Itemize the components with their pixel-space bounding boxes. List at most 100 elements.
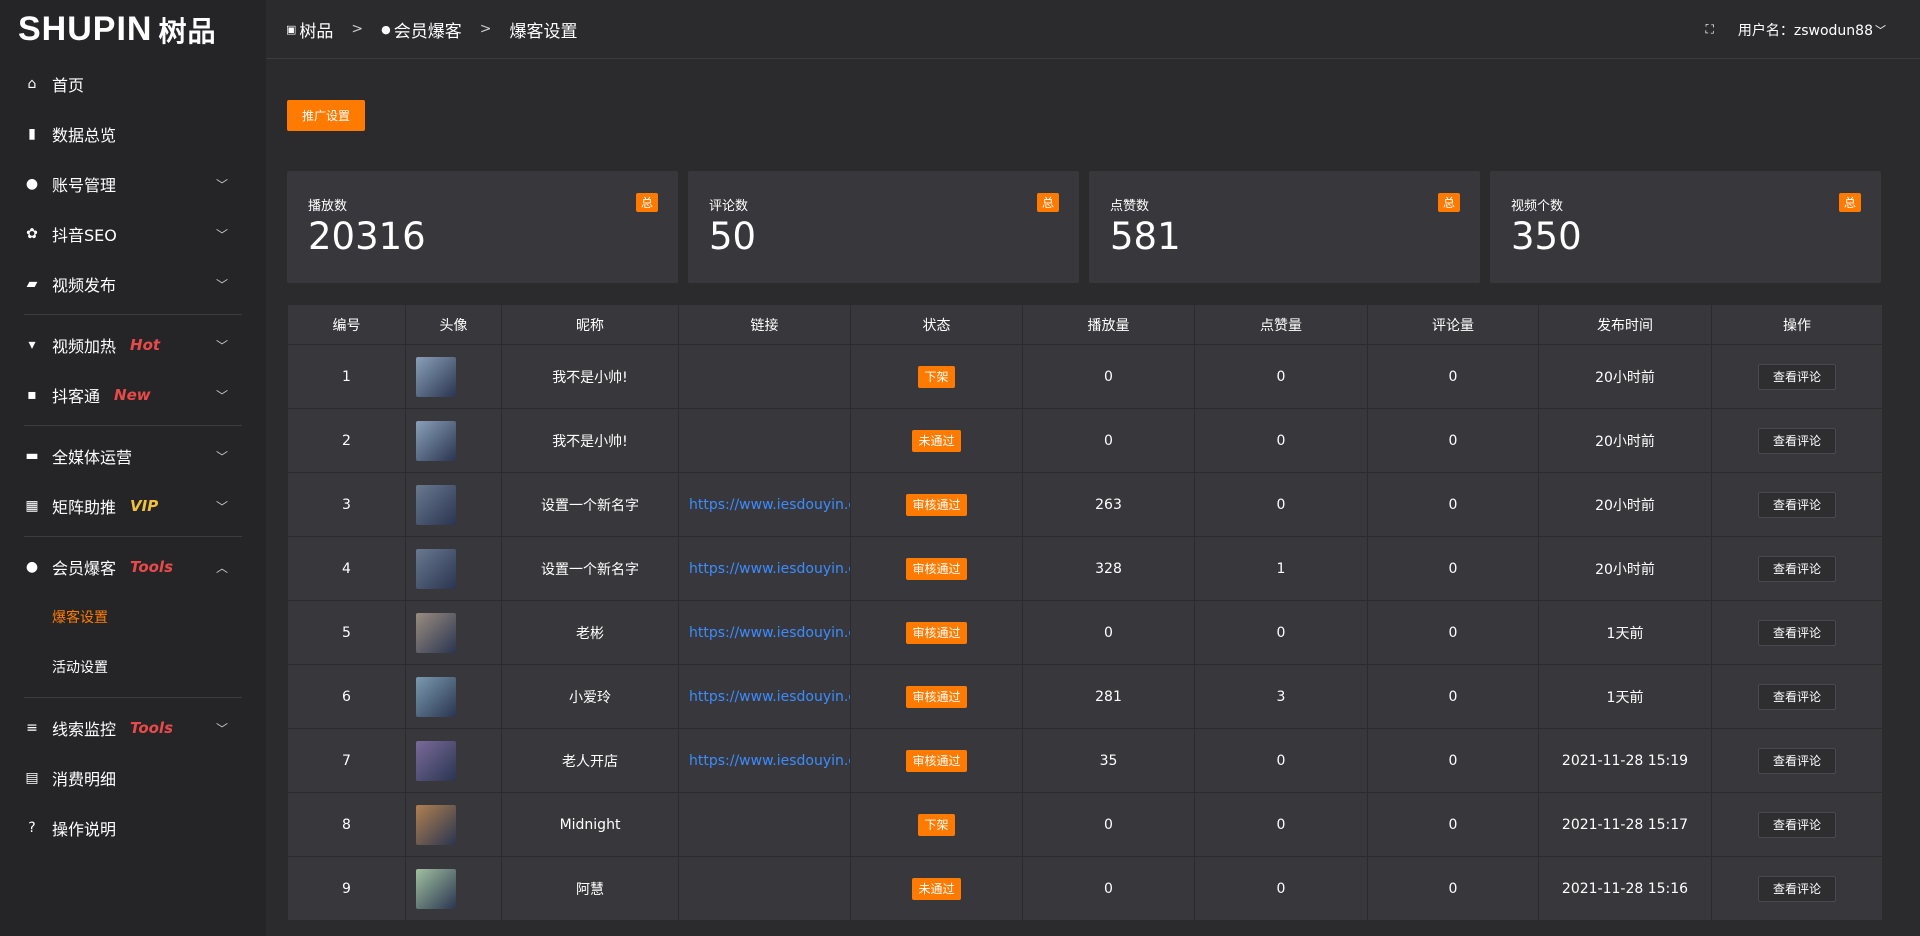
likes: 0 bbox=[1194, 792, 1368, 857]
view-comments-button[interactable]: 查看评论 bbox=[1757, 684, 1836, 710]
video-link[interactable]: https://www.iesdouyin.c bbox=[689, 688, 850, 705]
breadcrumb-member-label: 会员爆客 bbox=[393, 21, 462, 42]
avatar[interactable] bbox=[416, 420, 456, 461]
sidebar-item[interactable]: ▮ 数据总览 bbox=[0, 109, 266, 159]
promo-settings-button[interactable]: 推广设置 bbox=[287, 100, 365, 131]
view-comments-button[interactable]: 查看评论 bbox=[1757, 428, 1836, 454]
link-cell: https://www.iesdouyin.c bbox=[678, 472, 851, 537]
stat-label: 播放数 bbox=[308, 199, 348, 214]
logo[interactable]: SHUPIN 树品 bbox=[0, 0, 266, 59]
user-icon: ● bbox=[381, 22, 391, 36]
sidebar-item[interactable]: ⌂ 首页 bbox=[0, 59, 266, 109]
column-header: 状态 bbox=[850, 304, 1023, 345]
publish-time: 20小时前 bbox=[1538, 408, 1712, 473]
table-row: 7 老人开店 https://www.iesdouyin.c 审核通过 35 0… bbox=[287, 728, 1883, 793]
avatar[interactable] bbox=[416, 548, 456, 589]
divider bbox=[24, 697, 242, 698]
status-cell: 审核通过 bbox=[850, 664, 1023, 729]
total-badge: 总 bbox=[1437, 193, 1460, 212]
view-comments-button[interactable]: 查看评论 bbox=[1757, 492, 1836, 518]
avatar[interactable] bbox=[416, 676, 456, 717]
nickname: 我不是小帅! bbox=[501, 408, 679, 473]
action-cell: 查看评论 bbox=[1711, 792, 1883, 857]
action-cell: 查看评论 bbox=[1711, 856, 1883, 921]
sidebar-item[interactable]: ✿ 抖音SEO ﹀ bbox=[0, 209, 266, 259]
fullscreen-icon[interactable]: ⛶ bbox=[1705, 22, 1714, 36]
sidebar-item[interactable]: ▾ 视频加热 Hot ﹀ bbox=[0, 320, 266, 370]
breadcrumb-separator: > bbox=[351, 21, 364, 37]
row-id: 4 bbox=[287, 536, 406, 601]
view-comments-button[interactable]: 查看评论 bbox=[1757, 812, 1836, 838]
avatar[interactable] bbox=[416, 740, 456, 781]
sidebar-item[interactable]: ? 操作说明 bbox=[0, 803, 266, 853]
chevron-down-icon[interactable]: ﹀ bbox=[1875, 23, 1886, 37]
nickname: 阿慧 bbox=[501, 856, 679, 921]
table-row: 4 设置一个新名字 https://www.iesdouyin.c 审核通过 3… bbox=[287, 536, 1883, 601]
video-link[interactable]: https://www.iesdouyin.c bbox=[689, 752, 850, 769]
publish-time: 2021-11-28 15:19 bbox=[1538, 728, 1712, 793]
plays: 0 bbox=[1022, 856, 1195, 921]
breadcrumb-member[interactable]: ● 会员爆客 bbox=[381, 17, 462, 42]
avatar[interactable] bbox=[416, 484, 456, 525]
status-cell: 审核通过 bbox=[850, 472, 1023, 537]
video-link[interactable]: https://www.iesdouyin.c bbox=[689, 496, 850, 513]
row-id: 5 bbox=[287, 600, 406, 665]
divider bbox=[24, 536, 242, 537]
avatar[interactable] bbox=[416, 868, 456, 909]
stat-label: 评论数 bbox=[709, 199, 749, 214]
sidebar-item[interactable]: ▦ 矩阵助推 VIP ﹀ bbox=[0, 481, 266, 531]
user-menu[interactable]: 用户名：zswodun88 bbox=[1737, 22, 1873, 39]
status-badge: 审核通过 bbox=[906, 750, 967, 772]
sidebar-item[interactable]: ▰ 视频发布 ﹀ bbox=[0, 259, 266, 309]
view-comments-button[interactable]: 查看评论 bbox=[1757, 748, 1836, 774]
nickname: 设置一个新名字 bbox=[501, 472, 679, 537]
chevron-icon: ﹀ bbox=[215, 227, 228, 242]
video-link[interactable]: https://www.iesdouyin.c bbox=[689, 560, 850, 577]
sidebar-item[interactable]: ● 账号管理 ﹀ bbox=[0, 159, 266, 209]
action-cell: 查看评论 bbox=[1711, 600, 1883, 665]
likes: 1 bbox=[1194, 536, 1368, 601]
comments: 0 bbox=[1367, 600, 1539, 665]
stat-label: 点赞数 bbox=[1110, 199, 1150, 214]
link-cell: https://www.iesdouyin.c bbox=[678, 728, 851, 793]
sidebar-item[interactable]: ▤ 消费明细 bbox=[0, 753, 266, 803]
sidebar-subitem[interactable]: 爆客设置 bbox=[52, 610, 108, 626]
view-comments-button[interactable]: 查看评论 bbox=[1757, 620, 1836, 646]
video-link[interactable]: https://www.iesdouyin.c bbox=[689, 624, 850, 641]
sidebar-item[interactable]: ▬ 全媒体运营 ﹀ bbox=[0, 431, 266, 481]
avatar[interactable] bbox=[416, 356, 456, 397]
stat-card: 评论数 50 总 bbox=[688, 171, 1079, 283]
divider bbox=[24, 425, 242, 426]
status-cell: 审核通过 bbox=[850, 536, 1023, 601]
receipt-icon: ▤ bbox=[25, 770, 39, 786]
publish-time: 20小时前 bbox=[1538, 472, 1712, 537]
status-badge: 审核通过 bbox=[906, 494, 967, 516]
sidebar-item[interactable]: ● 会员爆客 Tools ︿ bbox=[0, 542, 266, 592]
sidebar-tag: Tools bbox=[130, 719, 173, 737]
breadcrumb-home[interactable]: ▣ 树品 bbox=[286, 17, 333, 42]
total-badge: 总 bbox=[1036, 193, 1059, 212]
action-cell: 查看评论 bbox=[1711, 408, 1883, 473]
table-row: 8 Midnight 下架 0 0 0 2021-11-28 15:17 查看评… bbox=[287, 792, 1883, 857]
stat-value: 50 bbox=[709, 215, 757, 258]
avatar-cell bbox=[405, 472, 502, 537]
view-comments-button[interactable]: 查看评论 bbox=[1757, 556, 1836, 582]
publish-time: 1天前 bbox=[1538, 664, 1712, 729]
nickname: 小爱玲 bbox=[501, 664, 679, 729]
total-badge: 总 bbox=[635, 193, 658, 212]
breadcrumb-home-label: 树品 bbox=[299, 21, 334, 42]
comments: 0 bbox=[1367, 792, 1539, 857]
avatar[interactable] bbox=[416, 612, 456, 653]
sidebar-item[interactable]: ▪ 抖客通 New ﹀ bbox=[0, 370, 266, 420]
publish-time: 2021-11-28 15:16 bbox=[1538, 856, 1712, 921]
view-comments-button[interactable]: 查看评论 bbox=[1757, 876, 1836, 902]
view-comments-button[interactable]: 查看评论 bbox=[1757, 364, 1836, 390]
avatar-cell bbox=[405, 408, 502, 473]
sidebar-item[interactable]: ≡ 线索监控 Tools ﹀ bbox=[0, 703, 266, 753]
sidebar-subitem[interactable]: 活动设置 bbox=[52, 660, 108, 676]
plays: 281 bbox=[1022, 664, 1195, 729]
avatar[interactable] bbox=[416, 804, 456, 845]
stat-value: 20316 bbox=[308, 215, 426, 258]
plays: 35 bbox=[1022, 728, 1195, 793]
likes: 0 bbox=[1194, 408, 1368, 473]
